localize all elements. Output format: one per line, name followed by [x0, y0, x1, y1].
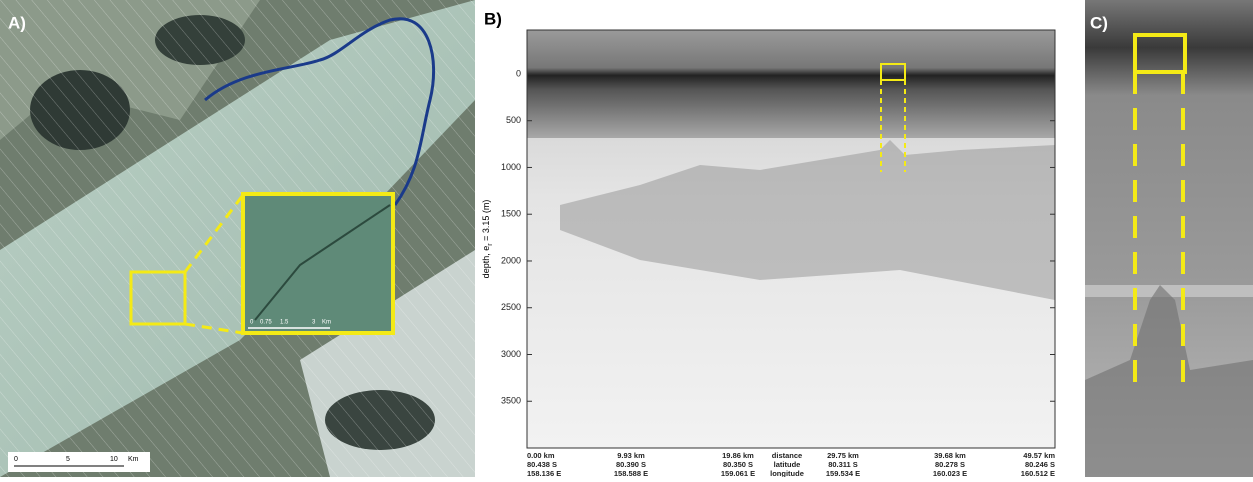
x-column-label: 0.00 km	[527, 451, 555, 460]
y-axis-title-part: depth, e	[481, 246, 491, 279]
y-tick-label: 3500	[501, 396, 521, 406]
x-column-label: 160.023 E	[933, 469, 967, 477]
scale-label: 5	[66, 456, 70, 463]
panel-b: depth, er = 3.15 (m) 0 500 1000 1500 2000 250…	[481, 9, 1055, 477]
x-column-label: 158.136 E	[527, 469, 561, 477]
x-column-label: 160.512 E	[1021, 469, 1055, 477]
y-tick-label: 1000	[501, 162, 521, 172]
x-column-label: 159.061 E	[721, 469, 755, 477]
x-column-label: latitude	[774, 460, 801, 469]
y-tick-label: 2000	[501, 255, 521, 265]
panel-label: C)	[1090, 13, 1108, 32]
panel-label: B)	[484, 9, 502, 28]
x-column-label: 80.246 S	[1025, 460, 1055, 469]
y-tick-label: 3000	[501, 349, 521, 359]
inset-scale-label: 0.75	[260, 320, 272, 326]
x-column-label: 49.57 km	[1023, 451, 1055, 460]
hatching	[0, 0, 475, 477]
x-column-label: 39.68 km	[934, 451, 966, 460]
x-column-label: 80.438 S	[527, 460, 557, 469]
figure: 00.751.53Km 0510Km A) depth, er = 3.15 (…	[0, 0, 1253, 477]
x-column-label: 19.86 km	[722, 451, 754, 460]
panel-c: C)	[1085, 0, 1253, 477]
x-column-label: 80.311 S	[828, 460, 858, 469]
y-tick-label: 1500	[501, 209, 521, 219]
x-column-label: distance	[772, 451, 802, 460]
x-column-label: 29.75 km	[827, 451, 859, 460]
inset-image	[243, 194, 393, 333]
panel-label: A)	[8, 13, 26, 32]
scale-label: 0	[14, 456, 18, 463]
inset-scale-label: 1.5	[280, 320, 289, 326]
x-column-label: 158.588 E	[614, 469, 648, 477]
y-axis-title-part: = 3.15 (m)	[481, 200, 491, 244]
y-tick-label: 0	[516, 68, 521, 78]
x-column-label: 159.534 E	[826, 469, 860, 477]
x-column-label: 80.350 S	[723, 460, 753, 469]
scale-label: Km	[128, 456, 139, 463]
x-column-label: 80.390 S	[616, 460, 646, 469]
inset-scale-label: Km	[322, 320, 331, 326]
y-tick-label: 2500	[501, 302, 521, 312]
x-column-label: 9.93 km	[617, 451, 645, 460]
radar-surface-band	[527, 30, 1055, 138]
y-axis-title: depth, er = 3.15 (m)	[481, 200, 493, 279]
scale-label: 10	[110, 456, 118, 463]
x-column-label: 80.278 S	[935, 460, 965, 469]
y-tick-label: 500	[506, 115, 521, 125]
x-column-label: longitude	[770, 469, 804, 477]
